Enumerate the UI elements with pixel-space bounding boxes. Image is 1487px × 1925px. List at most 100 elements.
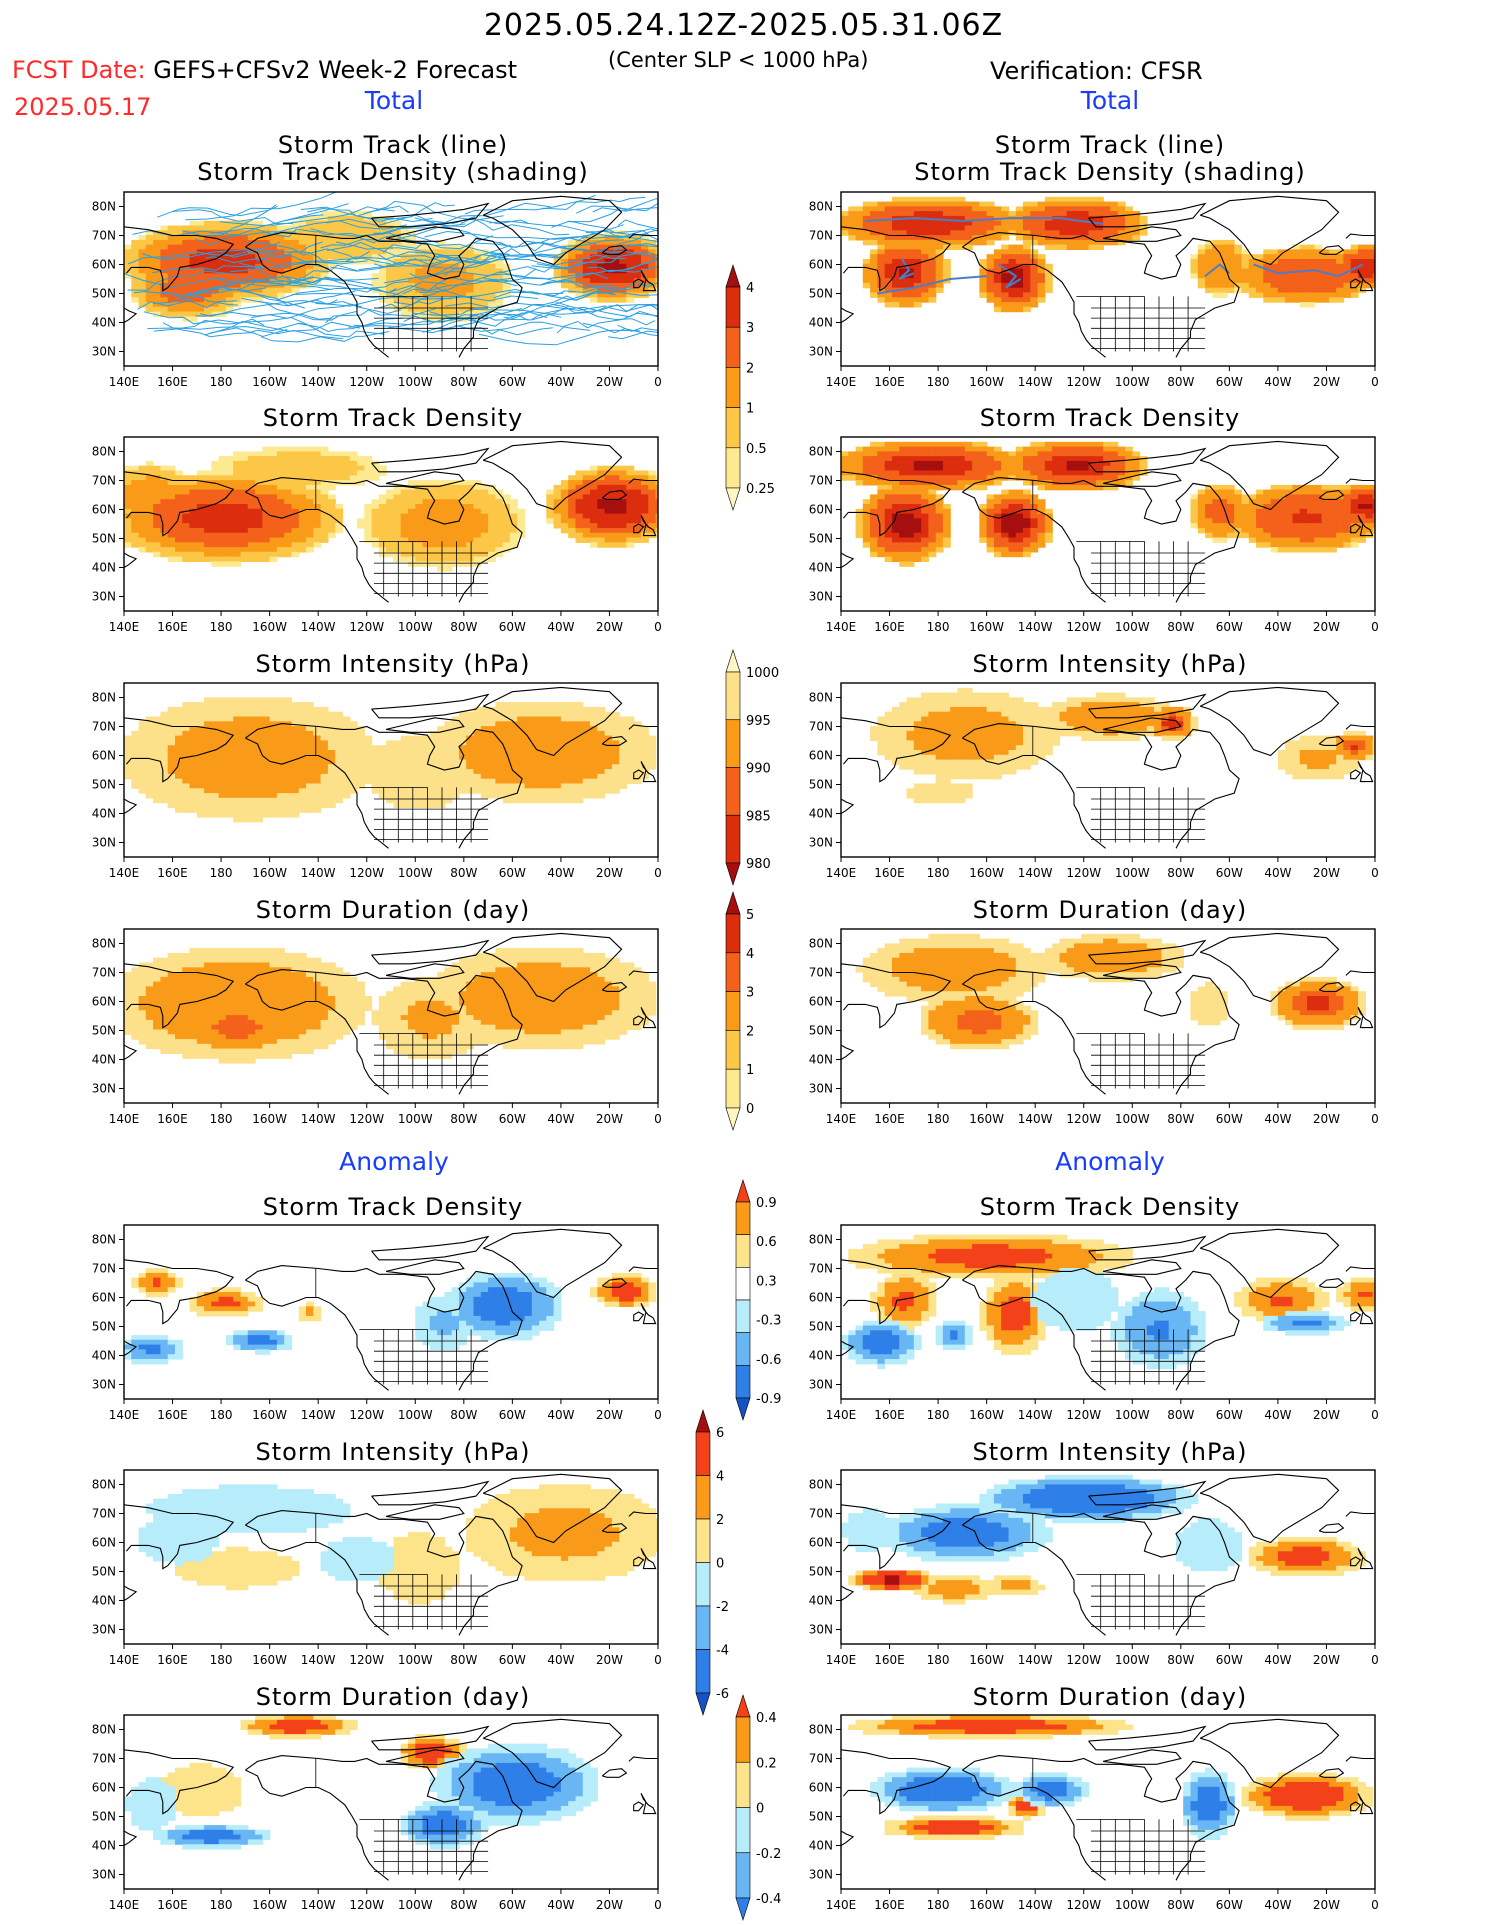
lat-tick-label: 80N: [92, 1723, 116, 1737]
lon-tick-label: 0: [654, 1408, 662, 1422]
panel-frame: [840, 1224, 1376, 1400]
panel-frame: [123, 1224, 659, 1400]
colorbar-label: 0: [756, 1802, 764, 1817]
coastline: [640, 1793, 657, 1815]
lon-tick-label: 0: [654, 866, 662, 880]
colorbar-arrow-top: [725, 891, 741, 915]
coastline: [628, 1511, 658, 1517]
coastline: [841, 798, 855, 820]
coastline: [1088, 939, 1207, 965]
coastline: [1357, 515, 1374, 537]
coastline: [1345, 1756, 1375, 1762]
coastline: [1088, 693, 1207, 719]
coastline: [962, 1769, 1106, 1881]
lat-tick-label: 30N: [809, 1082, 833, 1096]
lat-tick-label: 40N: [92, 316, 116, 330]
colorbar-segment: [725, 286, 741, 328]
lon-tick-label: 180: [210, 1898, 233, 1912]
coastline: [385, 1749, 465, 1765]
coastline: [124, 717, 235, 783]
coastline: [371, 939, 490, 965]
title-duration-left: Storm Duration (day): [255, 896, 531, 924]
lon-tick-label: 60W: [1216, 1112, 1243, 1126]
map-panel-obs-anom-duration: 140E 160E 180 160W 140W 120W 100W 80W 60W 40W 20W 0…: [809, 1714, 1379, 1912]
lat-tick-label: 30N: [92, 1082, 116, 1096]
lon-tick-label: 160E: [157, 1408, 188, 1422]
lon-tick-label: 20W: [1313, 1112, 1340, 1126]
lon-tick-label: 40W: [1264, 375, 1291, 389]
lon-tick-label: 0: [654, 375, 662, 389]
panel-frame: [123, 1469, 659, 1645]
lon-tick-label: 160E: [157, 620, 188, 634]
lon-tick-label: 180: [210, 866, 233, 880]
lat-tick-label: 70N: [809, 474, 833, 488]
coastline: [124, 226, 235, 292]
lon-tick-label: 20W: [596, 1653, 623, 1667]
panel-frame: [840, 682, 1376, 858]
title-density-right: Storm Track Density: [979, 404, 1241, 432]
lat-tick-label: 30N: [809, 836, 833, 850]
title-anom-intensity-left: Storm Intensity (hPa): [255, 1438, 531, 1466]
colorbar-segment: [725, 767, 741, 816]
lon-tick-label: 80W: [1167, 375, 1194, 389]
coastline: [962, 1265, 1240, 1391]
colorbar-segment: [735, 1365, 751, 1399]
lon-tick-label: 160E: [874, 375, 905, 389]
title-track-shading-left: Storm Track Density (shading): [197, 158, 589, 186]
coastline: [1345, 970, 1375, 976]
lon-tick-label: 40W: [1264, 1653, 1291, 1667]
coastline: [371, 693, 490, 719]
lon-tick-label: 0: [1371, 1112, 1379, 1126]
lon-tick-label: 140W: [1018, 375, 1053, 389]
colorbar-segment: [725, 407, 741, 449]
lon-tick-label: 80W: [450, 1112, 477, 1126]
colorbar-label: 4: [716, 1470, 724, 1485]
lon-tick-label: 160W: [969, 620, 1004, 634]
colorbar-label: -0.9: [756, 1392, 781, 1407]
lat-tick-label: 40N: [809, 316, 833, 330]
lon-tick-label: 20W: [596, 1408, 623, 1422]
colorbar-label: 0.3: [756, 1274, 777, 1289]
lat-tick-label: 70N: [92, 1507, 116, 1521]
colorbar-label: 2: [716, 1513, 724, 1528]
coastline: [124, 1504, 235, 1570]
lat-tick-label: 60N: [92, 258, 116, 272]
coastline: [245, 1755, 523, 1881]
lon-tick-label: 140W: [1018, 620, 1053, 634]
map-panel-fcst-anom-duration: 140E 160E 180 160W 140W 120W 100W 80W 60W 40W 20W 0…: [92, 1714, 662, 1912]
coastline: [841, 717, 952, 783]
colorbar-label: 990: [746, 762, 771, 777]
lon-tick-label: 120W: [1066, 1653, 1101, 1667]
lat-tick-label: 50N: [809, 532, 833, 546]
lon-tick-label: 120W: [1066, 1898, 1101, 1912]
coastline: [601, 736, 628, 746]
map-panel-obs-density: 140E 160E 180 160W 140W 120W 100W 80W 60W 40W 20W 0…: [809, 436, 1379, 634]
lon-tick-label: 160W: [252, 375, 287, 389]
lon-tick-label: 120W: [1066, 1112, 1101, 1126]
lon-tick-label: 20W: [596, 866, 623, 880]
coastline: [1350, 1556, 1362, 1567]
lon-tick-label: 180: [927, 1112, 950, 1126]
title-track-shading-right: Storm Track Density (shading): [914, 158, 1306, 186]
lon-tick-label: 60W: [1216, 866, 1243, 880]
lon-tick-label: 20W: [596, 620, 623, 634]
lon-tick-label: 80W: [1167, 1898, 1194, 1912]
lon-tick-label: 0: [1371, 375, 1379, 389]
coastline: [124, 307, 138, 329]
lat-tick-label: 40N: [92, 807, 116, 821]
colorbar-arrow-top: [695, 1409, 711, 1433]
lon-tick-label: 100W: [398, 1653, 433, 1667]
coastline: [1102, 717, 1182, 733]
lon-tick-label: 40W: [1264, 1112, 1291, 1126]
colorbar-label: 5: [746, 908, 754, 923]
lon-tick-label: 120W: [349, 866, 384, 880]
coastline: [124, 1044, 138, 1066]
panel-field: [841, 932, 1375, 1095]
coastline: [1199, 932, 1340, 1003]
colorbar-total-intensity: 1000 995 990 985 980: [725, 649, 779, 886]
coastline: [1199, 1718, 1340, 1789]
lon-tick-label: 20W: [1313, 866, 1340, 880]
lon-tick-label: 0: [1371, 866, 1379, 880]
panel-field: [124, 932, 658, 1095]
lon-tick-label: 160W: [969, 1112, 1004, 1126]
